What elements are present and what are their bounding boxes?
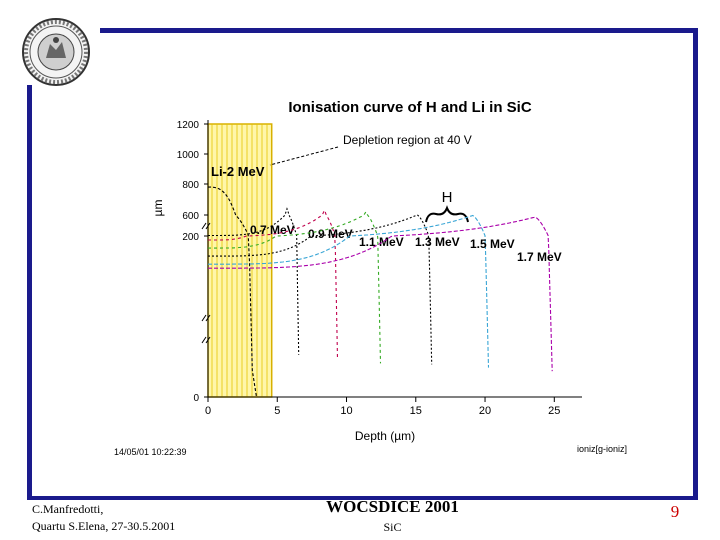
- series-line-1-5-mev: [208, 214, 490, 368]
- y-axis-label: µm: [151, 200, 165, 217]
- series-label-1-5-mev: 1.5 MeV: [470, 237, 515, 251]
- axis-break-mark: [201, 222, 211, 230]
- file-label: ioniz[g-ioniz]: [577, 444, 627, 454]
- h-group-brace: [425, 205, 469, 223]
- x-axis-label: Depth (µm): [355, 429, 415, 443]
- series-line-0-7-mev: [208, 207, 300, 355]
- frame-top-bar: [100, 28, 698, 33]
- chart-title: Ionisation curve of H and Li in SiC: [288, 99, 532, 116]
- axis-break-mark: [201, 314, 211, 322]
- depletion-arrow: [269, 146, 339, 166]
- page-number: 9: [670, 502, 680, 521]
- series-label-0-7-mev: 0.7 MeV: [250, 223, 295, 237]
- x-tick-label: 0: [205, 405, 211, 417]
- x-tick-label: 10: [340, 405, 352, 417]
- university-seal-icon: [22, 18, 90, 86]
- footer-author: C.Manfredotti, Quartu S.Elena, 27-30.5.2…: [32, 501, 175, 535]
- x-tick-label: 25: [548, 405, 560, 417]
- depletion-label: Depletion region at 40 V: [343, 133, 472, 147]
- y-tick-label: 1200: [177, 120, 200, 131]
- x-tick-label: 15: [410, 405, 422, 417]
- footer-conference: WOCSDICE 2001: [326, 497, 459, 516]
- y-tick-label: 0: [193, 393, 199, 404]
- series-label-0-9-mev: 0.9 MeV: [308, 227, 353, 241]
- series-line-li-2-mev: [208, 186, 258, 398]
- footer-author-name: C.Manfredotti,: [32, 502, 104, 516]
- x-tick-label: 5: [274, 405, 280, 417]
- frame-bottom-bar: [27, 496, 698, 500]
- y-tick-label: 600: [182, 211, 199, 222]
- y-tick-label: 200: [182, 232, 199, 243]
- series-line-1-7-mev: [208, 216, 553, 372]
- series-line-1-1-mev: [208, 210, 382, 364]
- footer-topic: SiC: [383, 520, 402, 534]
- footer-author-location: Quartu S.Elena, 27-30.5.2001: [32, 519, 176, 533]
- frame-left-bar: [27, 85, 32, 500]
- series-label-1-7-mev: 1.7 MeV: [517, 250, 562, 264]
- h-group-label: H: [442, 189, 453, 206]
- depletion-region: [207, 123, 273, 398]
- series-line-1-3-mev: [208, 214, 433, 365]
- series-label-1-1-mev: 1.1 MeV: [359, 235, 404, 249]
- series-label-li-2-mev: Li-2 MeV: [211, 164, 265, 179]
- y-tick-label: 800: [182, 180, 199, 191]
- series-line-0-9-mev: [208, 209, 339, 360]
- timestamp-label: 14/05/01 10:22:39: [114, 447, 187, 457]
- x-tick-label: 20: [479, 405, 491, 417]
- axis-break-mark: [201, 336, 211, 344]
- series-label-1-3-mev: 1.3 MeV: [415, 235, 460, 249]
- y-tick-label: 1000: [177, 150, 200, 161]
- frame-right-bar: [693, 28, 698, 500]
